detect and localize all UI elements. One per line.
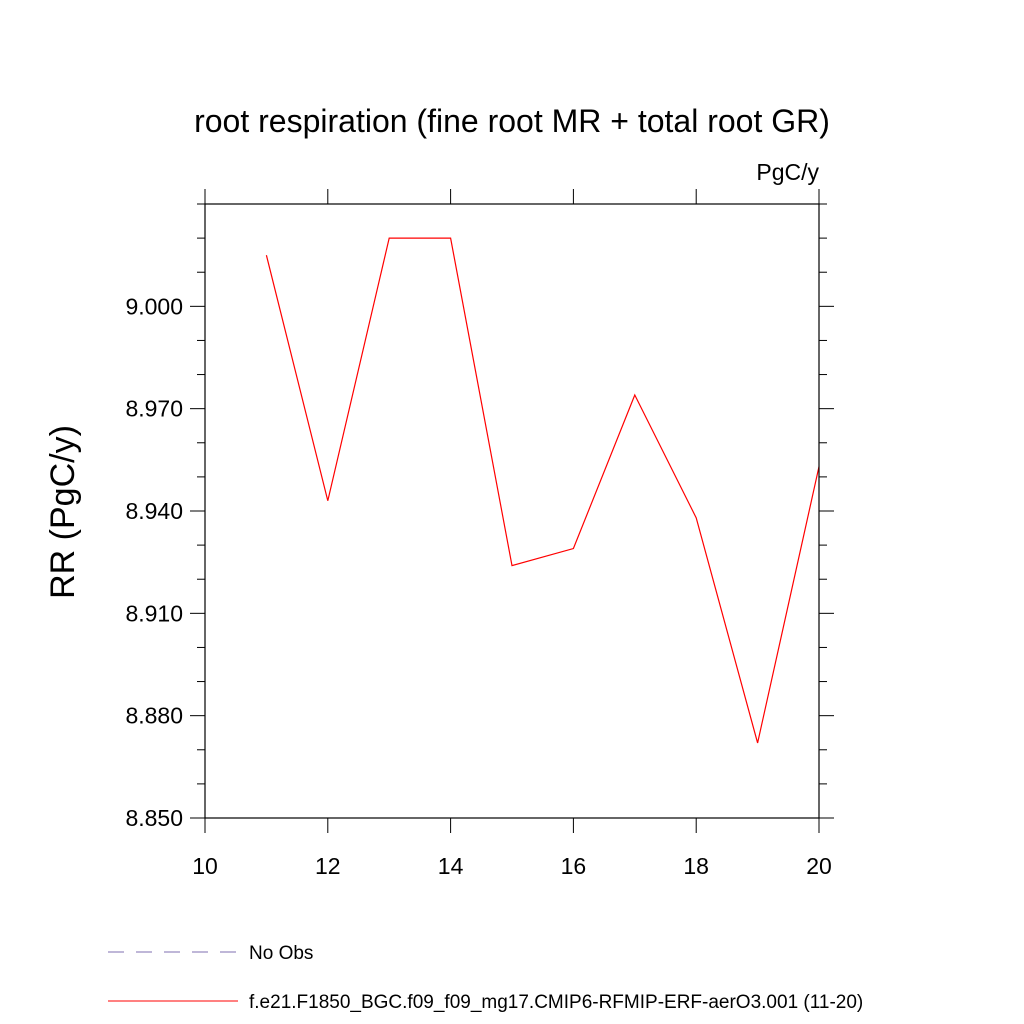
x-tick-label: 14 (438, 853, 464, 879)
data-point (265, 254, 268, 257)
plot-frame (204, 203, 820, 819)
data-point (756, 741, 759, 744)
y-tick-label: 9.000 (125, 293, 183, 319)
y-tick-label: 8.850 (125, 805, 183, 831)
y-tick-label: 8.910 (125, 600, 183, 626)
chart-title: root respiration (fine root MR + total r… (194, 103, 830, 139)
data-point (633, 394, 636, 397)
data-point (695, 516, 698, 519)
y-axis-label: RR (PgC/y) (44, 425, 82, 599)
legend-label-no-obs: No Obs (249, 943, 313, 964)
data-point (511, 564, 514, 567)
x-tick-label: 10 (192, 853, 218, 879)
x-tick-label: 16 (561, 853, 587, 879)
series-line (265, 237, 820, 744)
y-tick-label: 8.880 (125, 703, 183, 729)
y-tick-label: 8.970 (125, 396, 183, 422)
y-tick-label: 8.940 (125, 498, 183, 524)
data-point (572, 547, 575, 550)
x-tick-label: 12 (315, 853, 341, 879)
data-point (449, 237, 452, 240)
data-point (326, 499, 329, 502)
x-tick-label: 18 (683, 853, 709, 879)
data-point (388, 237, 391, 240)
axis-ticks (190, 189, 834, 833)
units-label: PgC/y (756, 159, 819, 185)
x-tick-label: 20 (806, 853, 832, 879)
axis-tick-labels: 10 12 14 16 18 20 8.850 8.880 8.910 8.940 8.970 9.0… (125, 293, 831, 879)
legend-label-series: f.e21.F1850_BGC.f09_f09_mg17.CMIP6-RFMIP… (249, 992, 863, 1013)
legend: No Obs f.e21.F1850_BGC.f09_f09_mg17.CMIP… (108, 943, 863, 1013)
series-layer (265, 237, 820, 744)
